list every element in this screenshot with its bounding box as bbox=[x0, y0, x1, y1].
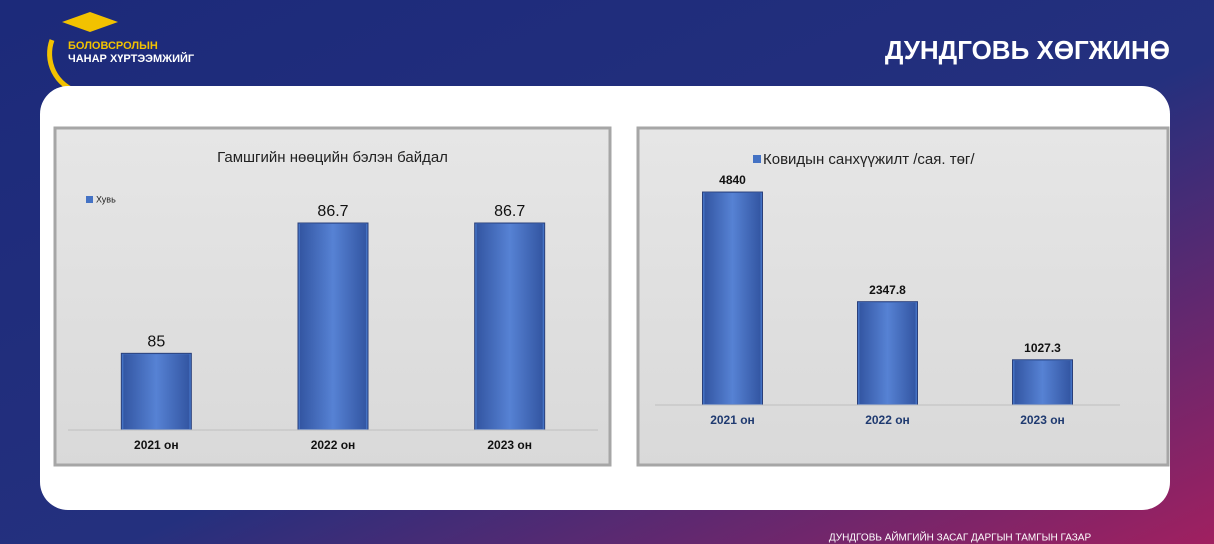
footer: ДУНДГОВЬ АЙМГИЙН ЗАСАГ ДАРГЫН ТАМГЫН ГАЗ… bbox=[829, 531, 1092, 544]
x-tick-label: 2023 он bbox=[1020, 413, 1065, 427]
value-label: 85 bbox=[147, 334, 165, 351]
slogan: ДУНДГОВЬ ХӨГЖИНӨ bbox=[885, 35, 1170, 65]
legend-label: Ковидын санхүүжилт /сая. төг/ bbox=[763, 151, 975, 168]
value-label: 1027.3 bbox=[1024, 341, 1061, 355]
chart-title: Гамшгийн нөөцийн бэлэн байдал bbox=[217, 149, 448, 166]
x-tick-label: 2023 он bbox=[487, 438, 532, 452]
x-tick-label: 2021 он bbox=[710, 413, 755, 427]
value-label: 86.7 bbox=[317, 203, 348, 220]
bar-shade bbox=[476, 224, 543, 429]
value-label: 86.7 bbox=[494, 203, 525, 220]
logo-text: ЧАНАР ХҮРТЭЭМЖИЙГ bbox=[68, 52, 195, 65]
x-tick-label: 2022 он bbox=[311, 438, 356, 452]
legend-label: Хувь bbox=[96, 194, 116, 204]
logo-text: БОЛОВСРОЛЫН bbox=[68, 40, 158, 52]
legend-swatch bbox=[86, 196, 93, 203]
bar-shade bbox=[704, 193, 761, 404]
value-label: 2347.8 bbox=[869, 283, 906, 297]
legend-swatch bbox=[753, 155, 761, 163]
x-tick-label: 2022 он bbox=[865, 413, 910, 427]
logo-cap bbox=[62, 12, 118, 32]
bar-shade bbox=[123, 354, 190, 429]
value-label: 4840 bbox=[719, 173, 746, 187]
x-tick-label: 2021 он bbox=[134, 438, 179, 452]
bar-shade bbox=[300, 224, 366, 429]
bar-shade bbox=[859, 302, 916, 404]
bar-shade bbox=[1014, 360, 1071, 404]
